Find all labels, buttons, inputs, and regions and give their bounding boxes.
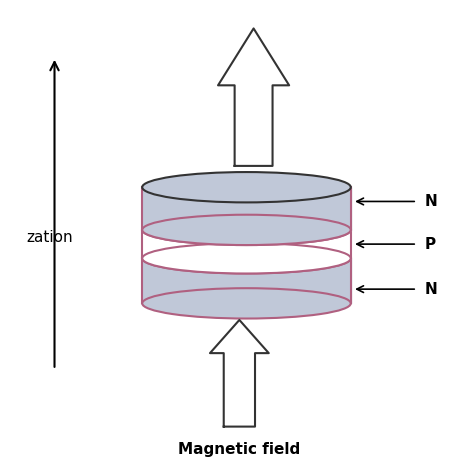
Text: N: N: [424, 194, 437, 209]
Polygon shape: [210, 320, 269, 427]
Ellipse shape: [142, 243, 351, 273]
Polygon shape: [142, 230, 351, 258]
Text: zation: zation: [26, 229, 73, 245]
Ellipse shape: [142, 172, 351, 202]
Polygon shape: [142, 258, 351, 303]
Ellipse shape: [142, 215, 351, 245]
Text: Magnetic field: Magnetic field: [178, 442, 301, 457]
Polygon shape: [142, 187, 351, 230]
Text: N: N: [424, 282, 437, 297]
Polygon shape: [218, 28, 289, 166]
Text: P: P: [424, 237, 435, 252]
Ellipse shape: [142, 288, 351, 319]
Ellipse shape: [142, 215, 351, 245]
Ellipse shape: [142, 243, 351, 273]
